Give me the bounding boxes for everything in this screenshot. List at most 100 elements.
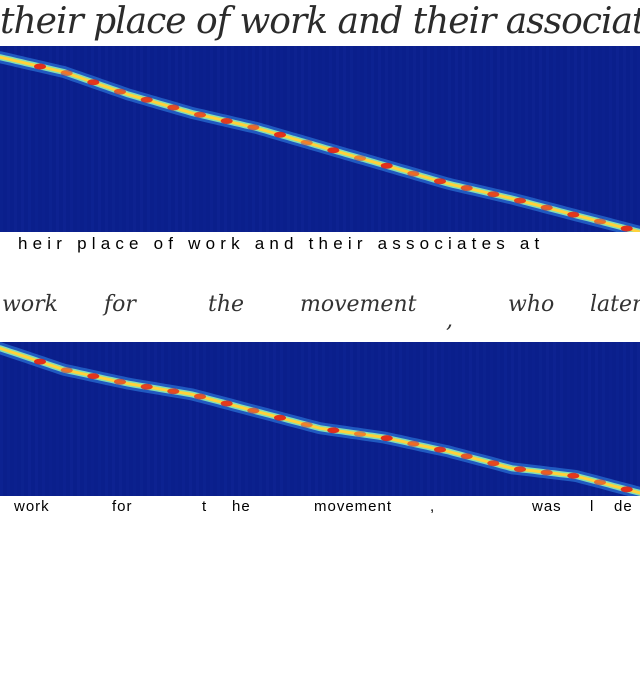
heatmap-texture — [378, 46, 381, 232]
heatmap-texture — [14, 342, 17, 496]
alignment-peak — [487, 460, 500, 467]
heatmap-texture — [266, 46, 269, 232]
heatmap-texture — [609, 342, 612, 496]
alignment-peak — [34, 358, 46, 365]
heatmap-texture — [189, 46, 192, 232]
heatmap-texture — [154, 342, 157, 496]
transcript-token: movement — [314, 498, 393, 515]
heatmap-texture — [21, 46, 24, 232]
heatmap-texture — [266, 342, 269, 496]
handwriting-line-image: their place of work and their associates… — [0, 0, 640, 46]
heatmap-texture — [91, 46, 94, 232]
heatmap-texture — [420, 342, 423, 496]
heatmap-texture — [77, 342, 80, 496]
alignment-peak — [407, 170, 420, 177]
handwriting-text: their place of work and their associates… — [0, 1, 640, 42]
handwriting-word: who — [508, 292, 555, 317]
heatmap-texture — [140, 342, 143, 496]
heatmap-texture — [252, 46, 255, 232]
heatmap-texture — [553, 46, 556, 232]
alignment-peak — [567, 211, 580, 218]
heatmap-texture — [490, 46, 493, 232]
heatmap-texture — [112, 342, 115, 496]
heatmap-texture — [392, 46, 395, 232]
heatmap-texture — [259, 46, 262, 232]
attention-heatmap — [0, 46, 640, 232]
heatmap-texture — [462, 46, 465, 232]
heatmap-texture — [217, 46, 220, 232]
heatmap-texture — [427, 46, 430, 232]
alignment-peak — [220, 118, 233, 124]
heatmap-texture — [63, 342, 66, 496]
heatmap-texture — [406, 342, 409, 496]
transcript-token: l — [590, 498, 595, 515]
heatmap-texture — [224, 342, 227, 496]
heatmap-texture — [616, 46, 619, 232]
heatmap-texture — [476, 46, 479, 232]
heatmap-texture — [7, 342, 10, 496]
heatmap-texture — [497, 342, 500, 496]
handwriting-word: movement — [300, 292, 417, 317]
alignment-peak — [487, 191, 500, 198]
heatmap-texture — [357, 46, 360, 232]
handwriting-word: later — [590, 292, 640, 317]
heatmap-texture — [448, 46, 451, 232]
heatmap-texture — [161, 46, 164, 232]
heatmap-texture — [385, 342, 388, 496]
heatmap-texture — [308, 46, 311, 232]
alignment-peak — [60, 367, 73, 374]
heatmap-texture — [371, 46, 374, 232]
heatmap-texture — [238, 46, 241, 232]
heatmap-texture — [511, 342, 514, 496]
heatmap-texture — [574, 342, 577, 496]
heatmap-texture — [126, 46, 129, 232]
heatmap-texture — [350, 46, 353, 232]
heatmap-texture — [112, 46, 115, 232]
alignment-peak — [247, 407, 260, 414]
heatmap-texture — [630, 46, 633, 232]
heatmap-texture — [378, 342, 381, 496]
alignment-peak — [434, 178, 446, 185]
heatmap-texture — [434, 46, 437, 232]
alignment-core — [0, 55, 640, 232]
alignment-peak — [300, 139, 313, 146]
transcript-line: work for t he movement , was l de — [0, 496, 640, 518]
heatmap-texture — [525, 342, 528, 496]
heatmap-texture — [581, 46, 584, 232]
heatmap-texture — [441, 46, 444, 232]
heatmap-texture — [203, 46, 206, 232]
heatmap-texture — [315, 46, 318, 232]
alignment-peak — [594, 479, 606, 486]
alignment-core — [0, 346, 640, 495]
heatmap-texture — [497, 46, 500, 232]
heatmap-texture — [70, 46, 73, 232]
alignment-peak — [194, 393, 206, 400]
heatmap-texture — [7, 46, 10, 232]
heatmap-texture — [98, 46, 101, 232]
heatmap-texture — [133, 46, 136, 232]
alignment-peak — [540, 469, 553, 476]
alignment-panel-top: their place of work and their associates… — [0, 0, 640, 262]
heatmap-texture — [21, 342, 24, 496]
heatmap-texture — [147, 342, 150, 496]
heatmap-texture — [14, 46, 17, 232]
heatmap-texture — [581, 342, 584, 496]
heatmap-texture — [63, 46, 66, 232]
heatmap-texture — [385, 46, 388, 232]
heatmap-texture — [175, 342, 178, 496]
heatmap-texture — [273, 46, 276, 232]
heatmap-texture — [210, 342, 213, 496]
alignment-peak — [380, 162, 393, 169]
heatmap-texture — [637, 342, 640, 496]
heatmap-texture — [196, 46, 199, 232]
alignment-peak — [140, 96, 153, 103]
heatmap-texture — [511, 46, 514, 232]
heatmap-texture — [189, 342, 192, 496]
alignment-peak — [594, 218, 606, 225]
heatmap-texture — [0, 342, 3, 496]
heatmap-texture — [238, 342, 241, 496]
alignment-peak — [300, 421, 313, 428]
transcript-token: de — [614, 498, 633, 515]
heatmap-texture — [623, 46, 626, 232]
heatmap-texture — [588, 342, 591, 496]
